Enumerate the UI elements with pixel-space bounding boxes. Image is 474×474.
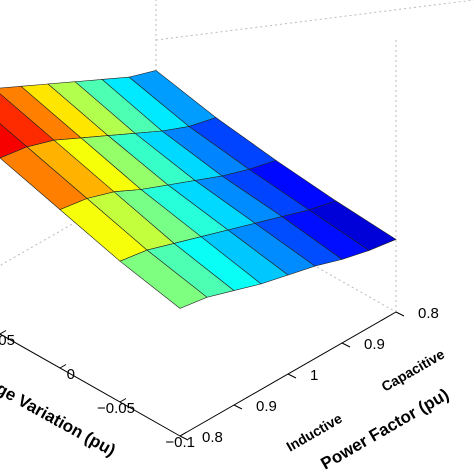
x-tick <box>179 432 187 437</box>
x-tick-label: −0.1 <box>165 434 195 451</box>
voltage-axis-line <box>0 333 181 437</box>
surface <box>0 70 397 309</box>
y-tick-label: 1 <box>310 367 318 384</box>
y-tick-label: 0.8 <box>202 429 223 446</box>
y-tick-label: 0.9 <box>364 336 385 353</box>
y-tick <box>341 342 351 348</box>
x-tick <box>119 398 127 403</box>
y-tick <box>179 435 189 441</box>
x-tick <box>0 330 7 335</box>
x-tick <box>59 364 67 369</box>
y-tick <box>287 373 297 379</box>
y-tick-label: 0.9 <box>256 398 277 415</box>
y-tick <box>233 404 243 410</box>
x-tick-label: 0.05 <box>0 332 15 349</box>
surface-patch <box>119 249 208 309</box>
y-tick-label: 0.8 <box>418 305 439 322</box>
x-tick-label: 0 <box>67 366 75 383</box>
y-tick <box>395 311 405 317</box>
y-axis-label: Power Factor (pu) <box>318 385 453 474</box>
x-tick-label: −0.05 <box>97 400 135 417</box>
